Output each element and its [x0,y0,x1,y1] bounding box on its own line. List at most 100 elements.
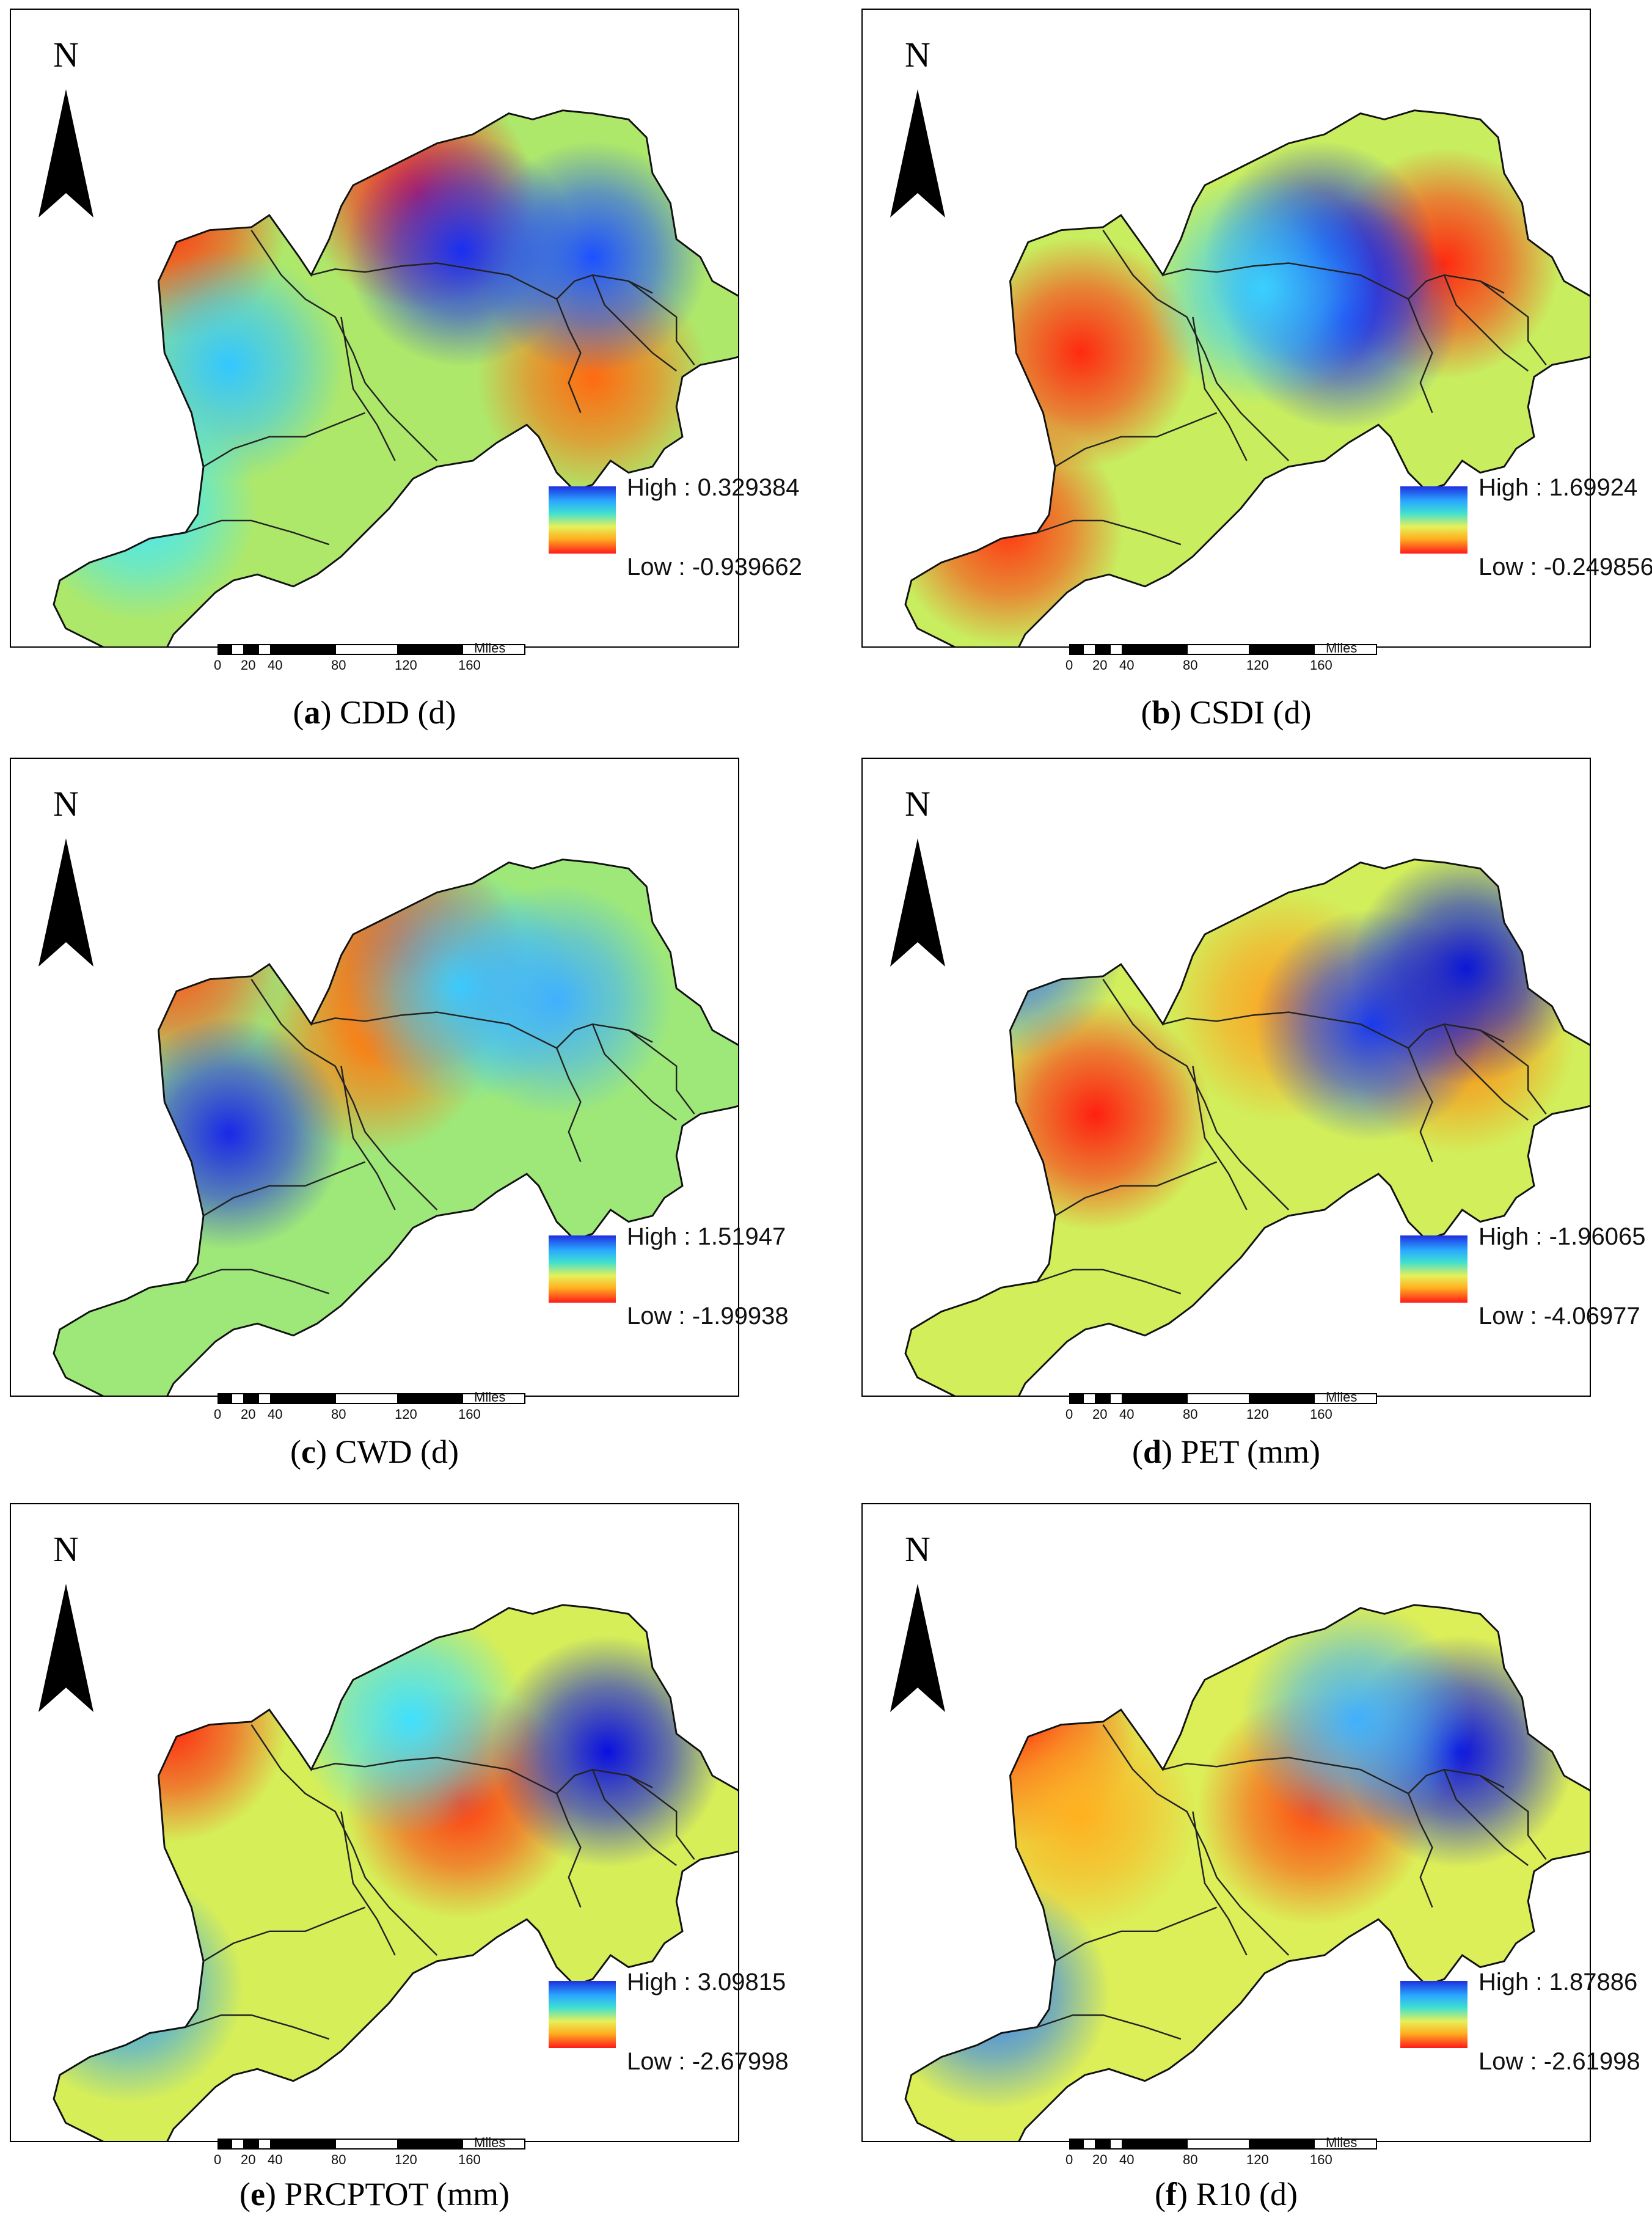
map-frame: N High : 1.51947 Low : -1.99938 [10,758,789,1397]
district-border [311,1011,533,1037]
scale-segment [1314,644,1377,655]
region-map-d [904,858,1590,1396]
region-outline [904,858,1590,1396]
scale-segment [335,2139,398,2150]
district-border [1037,519,1182,546]
district-border [250,230,438,461]
map-panel-f: N High : 1.87886 Low : -2.61998 0 20 40 80 1… [861,1503,1640,2167]
district-border [628,1030,695,1114]
scale-segment [1069,644,1083,655]
scale-units-label: Miles [474,640,506,656]
district-border [185,1268,330,1295]
caption-letter: d [1142,1433,1162,1470]
scale-segment [1250,644,1314,655]
district-border [250,1724,438,1956]
district-border [185,2014,330,2040]
map-frame: N High : 1.87886 Low : -2.61998 [861,1503,1640,2142]
scale-tick-label: 40 [268,1407,283,1422]
district-border [1408,298,1433,414]
boundaries [53,1604,738,2141]
north-arrow-icon [890,1584,945,1712]
scale-tick-label: 80 [331,1407,346,1422]
district-border [591,274,677,371]
scale-segment [1314,1393,1377,1404]
scale-tick-label: 0 [1065,657,1073,673]
district-border [556,298,582,414]
color-ramp [549,1235,616,1303]
legend: High : 3.09815 Low : -2.67998 [549,1969,789,2103]
district-border [1480,280,1547,365]
coldspot [491,1635,723,1868]
scale-segment [217,644,231,655]
district-border [1163,262,1385,288]
caption-c: (c) CWD (d) [290,1433,459,1470]
district-border [1054,1161,1218,1217]
caption-letter: b [1152,694,1171,731]
region-map-a [53,109,738,646]
district-border [340,1066,396,1210]
boundaries [904,1604,1590,2141]
scale-segment [217,2139,231,2150]
district-border [1408,1047,1433,1163]
scale-segment [1069,1393,1083,1404]
scale-segment [1109,644,1123,655]
caption-letter: f [1166,2176,1177,2212]
scale-tick-label: 20 [1092,1407,1108,1422]
district-border [203,1161,366,1217]
north-label: N [53,784,79,824]
scale-segment [462,2139,525,2150]
boundaries [53,109,738,646]
legend-low: Low : -1.99938 [627,1303,789,1330]
scale-segment [398,2139,462,2150]
scale-tick-label: 160 [458,657,481,673]
scale-tick-label: 20 [1092,657,1108,673]
scale-tick-label: 120 [395,1407,417,1422]
map-panel-b: N High : 1.69924 Low : -0.249856 0 20 40 80… [861,9,1652,673]
district-border [185,519,330,546]
scale-segment [462,644,525,655]
scale-tick-label: 160 [1310,657,1332,673]
caption-letter: a [304,694,321,731]
scale-segment [271,1393,335,1404]
map-frame: N High : -1.96065 Low : -4.06977 [861,758,1646,1397]
region-map-b [904,109,1590,646]
scale-segment [258,644,271,655]
district-border [1480,1030,1547,1114]
scale-segment [1083,2139,1096,2150]
coldspot [440,884,673,1116]
region-outline [53,1604,738,2141]
scale-segment [1123,644,1186,655]
legend-high: High : 1.69924 [1478,474,1638,501]
scale-units-label: Miles [1326,1389,1358,1405]
map-panel-a: N High : 0.329384 Low : -0.939662 0 20 40 8… [10,9,802,673]
scale-units-label: Miles [474,1389,506,1405]
legend-low: Low : -0.939662 [627,554,802,580]
coldspot [1146,172,1379,405]
scale-tick-label: 80 [1183,1407,1198,1422]
scale-segment [1083,644,1096,655]
district-border [1037,2014,1182,2040]
district-border [532,1023,653,1049]
scale-segment [1109,1393,1123,1404]
district-border [1102,979,1290,1210]
color-ramp [1400,486,1467,554]
district-border [628,1775,695,1860]
legend: High : 1.69924 Low : -0.249856 [1400,474,1652,609]
coldspot [294,1604,527,1836]
legend-low: Low : -2.61998 [1478,2048,1640,2075]
scale-segment [231,2139,244,2150]
district-border [1480,1775,1547,1860]
color-ramp [549,1981,616,2048]
scale-tick-label: 80 [331,657,346,673]
map-frame: N High : 1.69924 Low : -0.249856 [861,9,1652,648]
scale-tick-label: 80 [1183,657,1198,673]
legend-high: High : 1.51947 [627,1223,786,1250]
map-frame: N High : 3.09815 Low : -2.67998 [10,1503,789,2142]
caption-letter: e [250,2176,265,2212]
north-arrow-icon [38,89,93,218]
legend-high: High : -1.96065 [1478,1223,1646,1250]
caption-title: CWD (d) [335,1433,459,1470]
scale-segment [271,2139,335,2150]
color-ramp [1400,1235,1467,1303]
scale-segment [258,1393,271,1404]
